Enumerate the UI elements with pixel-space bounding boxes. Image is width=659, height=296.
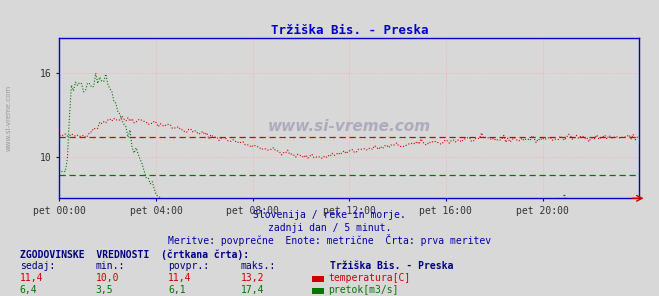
Text: temperatura[C]: temperatura[C] — [328, 273, 411, 283]
Text: 6,4: 6,4 — [20, 285, 38, 295]
Text: 10,0: 10,0 — [96, 273, 119, 283]
Text: Tržiška Bis. - Preska: Tržiška Bis. - Preska — [330, 261, 453, 271]
Text: zadnji dan / 5 minut.: zadnji dan / 5 minut. — [268, 223, 391, 233]
Text: maks.:: maks.: — [241, 261, 275, 271]
Text: www.si-vreme.com: www.si-vreme.com — [5, 85, 12, 152]
Text: www.si-vreme.com: www.si-vreme.com — [268, 119, 431, 134]
Text: 11,4: 11,4 — [20, 273, 43, 283]
Text: pretok[m3/s]: pretok[m3/s] — [328, 285, 399, 295]
Text: 6,1: 6,1 — [168, 285, 186, 295]
Text: 3,5: 3,5 — [96, 285, 113, 295]
Text: sedaj:: sedaj: — [20, 261, 55, 271]
Text: povpr.:: povpr.: — [168, 261, 209, 271]
Text: 13,2: 13,2 — [241, 273, 264, 283]
Text: 17,4: 17,4 — [241, 285, 264, 295]
Title: Tržiška Bis. - Preska: Tržiška Bis. - Preska — [271, 24, 428, 37]
Text: min.:: min.: — [96, 261, 125, 271]
Text: Meritve: povprečne  Enote: metrične  Črta: prva meritev: Meritve: povprečne Enote: metrične Črta:… — [168, 234, 491, 246]
Text: ZGODOVINSKE  VREDNOSTI  (črtkana črta):: ZGODOVINSKE VREDNOSTI (črtkana črta): — [20, 249, 249, 260]
Text: 11,4: 11,4 — [168, 273, 192, 283]
Text: Slovenija / reke in morje.: Slovenija / reke in morje. — [253, 210, 406, 220]
